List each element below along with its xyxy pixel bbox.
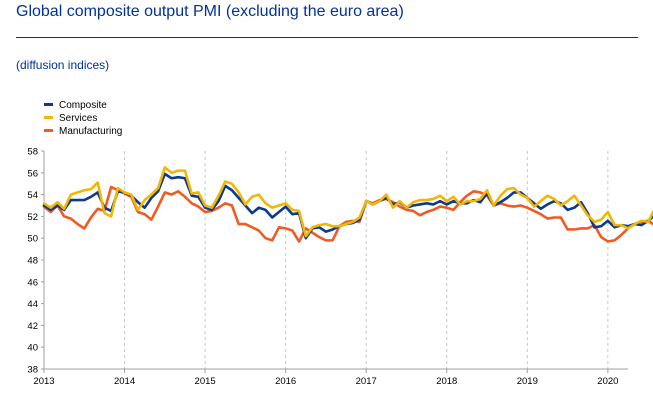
legend-item-services: Services [44, 112, 122, 125]
legend-item-composite: Composite [44, 99, 122, 112]
y-tick-label-42: 42 [27, 321, 38, 332]
x-tick-label-2019: 2019 [517, 376, 538, 387]
y-tick-label-50: 50 [27, 234, 38, 245]
legend-label-composite: Composite [59, 100, 107, 111]
y-tick-label-54: 54 [27, 190, 38, 201]
x-tick-label-2016: 2016 [275, 376, 296, 387]
x-tick-label-2013: 2013 [33, 376, 54, 387]
y-tick-label-56: 56 [27, 168, 38, 179]
y-tick-label-44: 44 [27, 299, 38, 310]
legend-item-manufacturing: Manufacturing [44, 125, 122, 138]
chart-subtitle: (diffusion indices) [16, 58, 110, 72]
series-line-services [42, 166, 653, 238]
y-tick-label-40: 40 [27, 343, 38, 354]
series-line-composite [42, 172, 653, 240]
title-divider [16, 37, 638, 38]
legend-swatch-manufacturing [44, 128, 53, 132]
y-tick-label-58: 58 [27, 147, 38, 158]
x-tick-label-2020: 2020 [597, 376, 618, 387]
y-tick-label-52: 52 [27, 212, 38, 223]
legend-label-services: Services [59, 113, 98, 124]
x-tick-label-2018: 2018 [436, 376, 457, 387]
chart-legend: Composite Services Manufacturing [44, 99, 122, 138]
x-tick-label-2015: 2015 [195, 376, 216, 387]
x-tick-label-2014: 2014 [114, 376, 135, 387]
chart-title: Global composite output PMI (excluding t… [16, 3, 404, 20]
legend-swatch-composite [44, 102, 53, 106]
y-tick-label-38: 38 [27, 365, 38, 376]
y-tick-label-46: 46 [27, 277, 38, 288]
y-tick-label-48: 48 [27, 256, 38, 267]
x-tick-label-2017: 2017 [356, 376, 377, 387]
legend-swatch-services [44, 115, 53, 119]
legend-label-manufacturing: Manufacturing [59, 126, 123, 137]
series-line-manufacturing [42, 185, 653, 243]
